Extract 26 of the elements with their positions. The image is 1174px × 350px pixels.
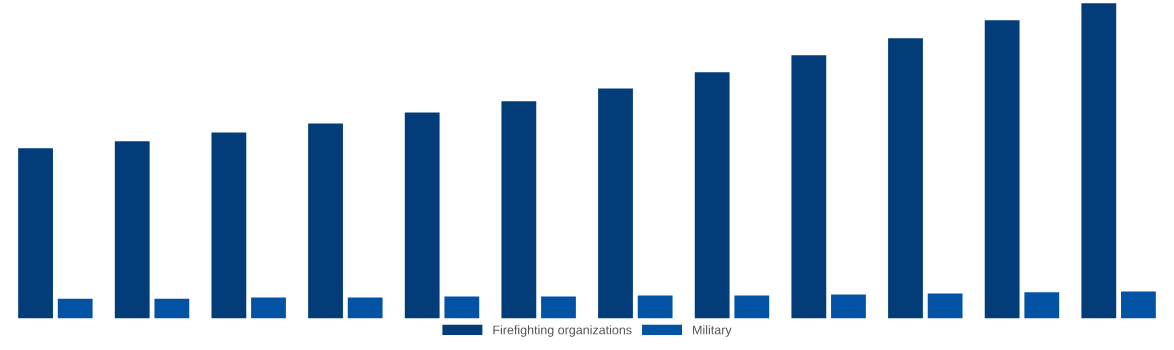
bar	[694, 72, 730, 319]
legend-label: Military	[693, 325, 732, 337]
bar	[251, 297, 286, 319]
bar	[18, 148, 53, 319]
bar	[927, 293, 963, 319]
bar	[444, 296, 480, 319]
bar	[984, 20, 1020, 319]
bar	[211, 132, 247, 319]
bar	[541, 296, 576, 319]
bar	[1121, 291, 1156, 319]
bar	[404, 112, 440, 319]
bar	[791, 55, 827, 319]
bar	[734, 295, 770, 319]
legend-label: Firefighting organizations	[493, 325, 632, 337]
bar	[888, 38, 923, 319]
bar	[154, 298, 190, 319]
bar	[501, 101, 537, 319]
bar	[598, 88, 633, 319]
bar	[308, 123, 343, 319]
bar	[57, 298, 93, 319]
bar	[1024, 292, 1060, 319]
bar	[637, 295, 673, 319]
bar	[1081, 3, 1117, 319]
bar	[831, 294, 866, 319]
bar	[114, 141, 150, 319]
bar	[347, 297, 383, 319]
